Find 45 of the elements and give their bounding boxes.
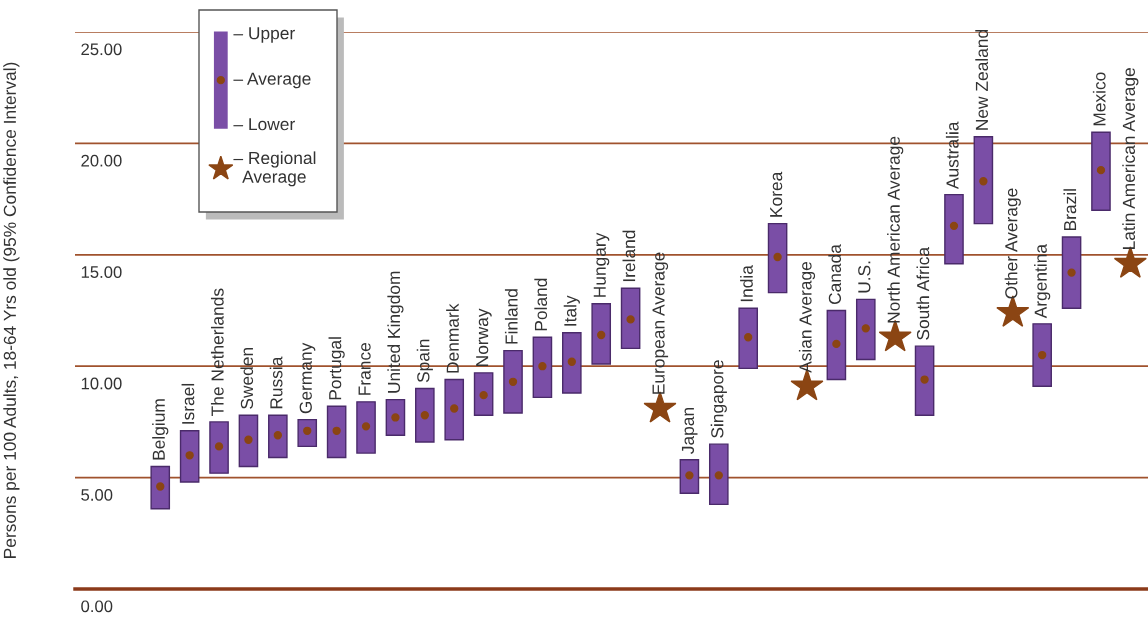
y-tick-label: 5.00 <box>81 489 113 501</box>
x-tick-label: Portugal <box>328 337 345 400</box>
y-tick-label: 20.00 <box>81 154 122 167</box>
x-tick-label: Singapore <box>710 360 727 438</box>
x-tick-label: Norway <box>476 308 492 366</box>
x-tick-label: U.S. <box>858 261 871 293</box>
x-tick-label: Spain <box>416 339 433 383</box>
x-tick-label: Korea <box>770 171 783 217</box>
x-tick-label: Latin American Average <box>1122 68 1139 249</box>
x-tick-label: New Zealand <box>975 29 989 130</box>
x-tick-label: Australia <box>945 121 959 190</box>
x-tick-label: Russia <box>269 356 283 409</box>
x-tick-label: Italy <box>563 295 580 326</box>
y-tick-label: 15.00 <box>81 266 122 278</box>
x-tick-label: North American Average <box>887 136 904 323</box>
x-tick-label: Argentina <box>1034 243 1051 319</box>
x-tick-label: Denmark <box>446 303 459 373</box>
x-tick-label: Sweden <box>240 348 254 409</box>
x-tick-label: Ireland <box>622 230 636 282</box>
x-tick-label: United Kingdom <box>387 271 404 393</box>
x-tick-label: Poland <box>534 278 548 331</box>
x-tick-label: India <box>740 265 753 302</box>
annotation: – Lower <box>233 118 295 131</box>
x-tick-label: Israel <box>181 383 195 424</box>
x-tick-label: Canada <box>828 244 842 305</box>
x-tick-label: Belgium <box>152 399 169 460</box>
x-tick-label: The Netherlands <box>210 288 224 416</box>
x-tick-label: Mexico <box>1092 72 1106 126</box>
legend-label: – Average <box>233 72 311 89</box>
annotation: – Upper <box>233 27 295 43</box>
y-axis-title: Persons per 100 Adults, 18-64 Yrs old (95% Confidence Interval) <box>3 62 20 558</box>
x-tick-label: South Africa <box>916 246 930 340</box>
x-tick-label: Finland <box>504 289 518 344</box>
x-tick-label: Asian Average <box>798 262 816 373</box>
x-tick-label: Brazil <box>1063 189 1077 230</box>
x-tick-label: Japan <box>681 408 698 454</box>
legend-label: – Regional Average <box>233 151 316 187</box>
y-tick-label: 10.00 <box>81 377 122 390</box>
y-tick-label: 0.00 <box>81 600 113 613</box>
x-tick-label: France <box>358 343 371 395</box>
x-tick-label: Hungary <box>593 232 610 297</box>
y-tick-label: 25.00 <box>81 43 122 56</box>
x-tick-label: European Average <box>652 252 669 394</box>
x-tick-label: Other Average <box>1004 188 1021 299</box>
x-tick-label: Germany <box>299 342 316 414</box>
